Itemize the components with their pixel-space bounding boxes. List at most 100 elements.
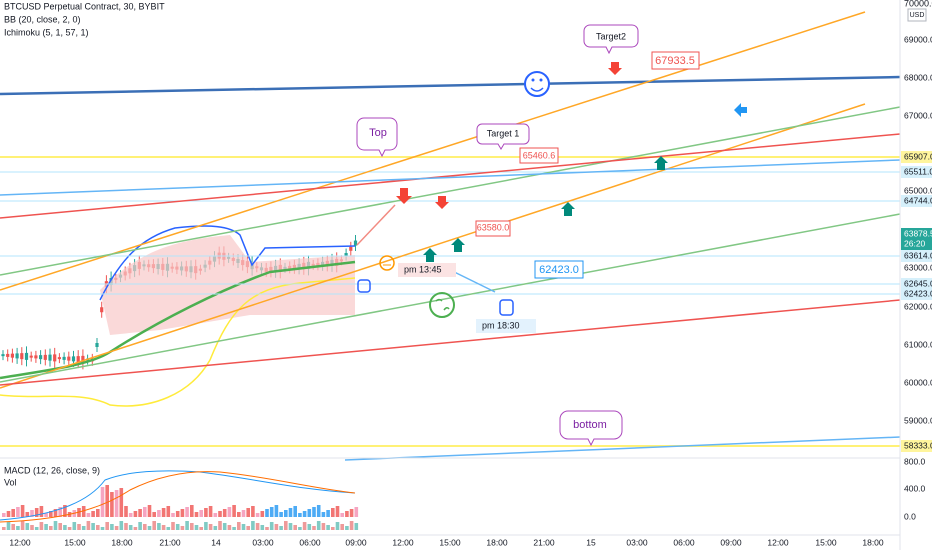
- macd-bar: [171, 513, 175, 517]
- macd-bar: [6, 511, 11, 517]
- price-label-box: [901, 195, 932, 207]
- volume-bar: [49, 526, 53, 530]
- candle-body: [39, 355, 43, 360]
- macd-bar: [232, 505, 236, 517]
- macd-bar: [354, 507, 359, 517]
- macd-bar: [63, 505, 67, 517]
- volume-bar: [138, 522, 142, 530]
- price-label: 65000.0: [904, 185, 932, 195]
- price-label-box: [901, 238, 932, 250]
- candle-body: [353, 240, 358, 246]
- volume-bar: [180, 526, 185, 530]
- candle-body: [344, 253, 348, 257]
- macd-bar: [91, 511, 95, 517]
- volume-bar: [34, 527, 39, 530]
- price-label: 65907.0: [904, 151, 932, 161]
- volume-bar: [265, 527, 269, 530]
- volume-bar: [237, 522, 241, 530]
- macd-bar: [96, 509, 100, 517]
- macd-bar: [180, 509, 185, 517]
- price-label: 26:20: [904, 238, 926, 248]
- volume-bar: [307, 524, 312, 530]
- volume-bar: [284, 521, 288, 530]
- volume-bar: [105, 522, 109, 530]
- macd-bar: [49, 511, 53, 517]
- top-price: 70000.0: [904, 0, 932, 8]
- volume-bar: [143, 524, 147, 530]
- volume-bar: [20, 521, 25, 530]
- candle-body: [71, 356, 76, 362]
- macd-pane: [0, 457, 900, 530]
- time-label: 15:00: [64, 537, 86, 547]
- volume-bar: [194, 525, 199, 530]
- macd-bar: [251, 506, 255, 517]
- volume-bar: [349, 521, 354, 530]
- volume-bar: [100, 527, 105, 530]
- volume-bar: [354, 523, 359, 530]
- volume-bar: [255, 523, 260, 530]
- volume-bar: [67, 527, 72, 530]
- candle-body: [81, 355, 85, 363]
- macd-bar: [20, 505, 25, 517]
- macd-bar: [284, 510, 288, 517]
- price-note: 63580.0: [477, 222, 510, 232]
- macd-bar: [298, 513, 302, 517]
- time-label: 14: [211, 537, 221, 547]
- macd-bar: [128, 513, 133, 517]
- macd-bar: [274, 505, 279, 517]
- ichimoku-base: [0, 260, 356, 380]
- volume-bar: [128, 525, 133, 530]
- macd-bar: [11, 509, 15, 517]
- volume-bar: [218, 521, 222, 530]
- macd-bar: [157, 510, 161, 517]
- macd-bar: [2, 513, 6, 517]
- time-label: 18:00: [111, 537, 133, 547]
- macd-bar: [81, 506, 86, 517]
- time-label: 06:00: [673, 537, 695, 547]
- annotations: Target2 67933.5 Top Target 1 65460.6 635…: [356, 24, 700, 447]
- ichimoku-line: [0, 277, 356, 407]
- macd-bar: [335, 506, 340, 517]
- volume-bar: [335, 522, 340, 530]
- macd-bar: [269, 507, 274, 517]
- time-label: 12:00: [9, 537, 31, 547]
- macd-bar: [152, 512, 156, 517]
- price-label-box: [901, 228, 932, 240]
- volume-bar: [91, 523, 95, 530]
- macd-bar: [307, 509, 312, 517]
- currency-box: [907, 8, 927, 22]
- price-label: 63000.0: [904, 262, 932, 272]
- volume-bar: [114, 526, 119, 530]
- volume-bar: [157, 523, 161, 530]
- price-label: 62645.0: [904, 278, 932, 288]
- price-label: 68000.0: [904, 72, 932, 82]
- macd-bar: [255, 513, 260, 517]
- volume-bar: [124, 523, 128, 530]
- candle-body: [15, 353, 19, 359]
- volume-bar: [199, 527, 203, 530]
- macd-bar: [349, 509, 354, 517]
- currency: USD: [910, 12, 925, 19]
- candle-body: [34, 355, 38, 359]
- macd-bar: [260, 511, 265, 517]
- time-label: 21:00: [533, 537, 555, 547]
- macd-bar: [166, 506, 171, 517]
- volume-bar: [6, 522, 11, 530]
- macd-bar: [213, 513, 218, 517]
- macd-bar: [199, 510, 203, 517]
- macd-bar: [194, 512, 199, 517]
- price-label: 69000.0: [904, 34, 932, 44]
- volume-bar: [345, 526, 349, 530]
- candle-body: [6, 353, 10, 357]
- volume-bar: [2, 527, 6, 530]
- macd-bar: [185, 507, 189, 517]
- volume-bar: [246, 526, 250, 530]
- candle-body: [53, 354, 57, 362]
- macd-label: 0.0: [904, 511, 916, 521]
- candle-body: [29, 355, 33, 358]
- volume-bar: [312, 526, 316, 530]
- volume-bar: [44, 524, 48, 530]
- macd-bar: [345, 511, 349, 517]
- macd-bar: [86, 513, 91, 517]
